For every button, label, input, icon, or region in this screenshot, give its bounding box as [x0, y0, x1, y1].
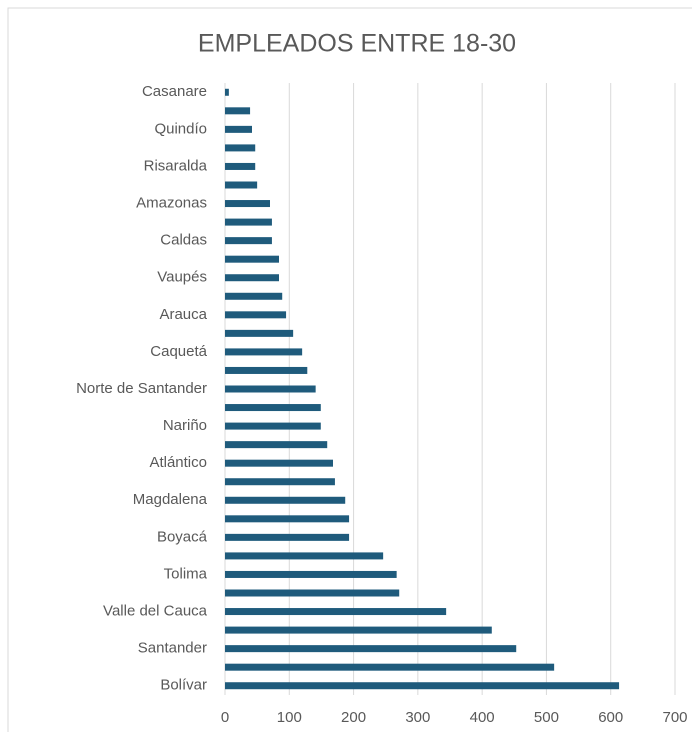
bar — [225, 570, 397, 578]
bar — [225, 366, 308, 374]
bar — [225, 533, 350, 541]
x-tick-label: 100 — [277, 709, 302, 726]
bar — [225, 478, 335, 486]
bar — [225, 404, 321, 412]
x-tick-label: 200 — [341, 709, 366, 726]
x-tick-label: 700 — [662, 709, 687, 726]
bar — [225, 255, 279, 263]
x-tick-label: 300 — [405, 709, 430, 726]
y-tick-label: Amazonas — [136, 195, 207, 212]
bar — [225, 200, 270, 208]
y-tick-label: Boyacá — [157, 528, 208, 545]
bar — [225, 348, 303, 356]
bar — [225, 292, 283, 300]
bar — [225, 459, 333, 467]
bar — [225, 608, 447, 616]
y-tick-label: Valle del Cauca — [103, 603, 208, 620]
y-tick-label: Magdalena — [133, 491, 208, 508]
chart-title: EMPLEADOS ENTRE 18-30 — [198, 30, 516, 58]
chart-border — [7, 7, 692, 737]
bar — [225, 441, 328, 449]
bar — [225, 663, 555, 671]
bar — [225, 88, 229, 96]
y-tick-label: Nariño — [163, 417, 207, 434]
y-tick-label: Arauca — [159, 306, 207, 323]
y-tick-label: Santander — [138, 640, 207, 657]
bar — [225, 496, 346, 504]
x-tick-label: 400 — [470, 709, 495, 726]
bar — [225, 645, 517, 653]
bar — [225, 626, 492, 634]
y-tick-label: Risaralda — [144, 157, 208, 174]
bar — [225, 162, 256, 170]
bar — [225, 274, 279, 282]
x-tick-label: 600 — [598, 709, 623, 726]
bar — [225, 125, 252, 133]
x-tick-label: 500 — [534, 709, 559, 726]
bar — [225, 589, 400, 597]
bar — [225, 422, 321, 430]
bar — [225, 682, 620, 690]
x-tick-label: 0 — [221, 709, 229, 726]
bar — [225, 515, 350, 523]
bar — [225, 107, 251, 115]
bar — [225, 181, 258, 189]
bar — [225, 311, 287, 319]
bar — [225, 144, 256, 152]
bar — [225, 552, 384, 560]
y-tick-label: Quindío — [154, 120, 207, 137]
y-tick-label: Tolima — [164, 565, 208, 582]
y-tick-label: Caldas — [160, 232, 207, 249]
y-tick-label: Casanare — [142, 83, 207, 100]
bar — [225, 385, 316, 393]
y-tick-label: Vaupés — [157, 269, 207, 286]
bar — [225, 237, 272, 245]
y-tick-label: Bolívar — [160, 677, 207, 694]
bar — [225, 329, 294, 337]
y-tick-label: Caquetá — [150, 343, 207, 360]
y-tick-label: Norte de Santander — [76, 380, 207, 397]
bar — [225, 218, 272, 226]
y-tick-label: Atlántico — [149, 454, 207, 471]
